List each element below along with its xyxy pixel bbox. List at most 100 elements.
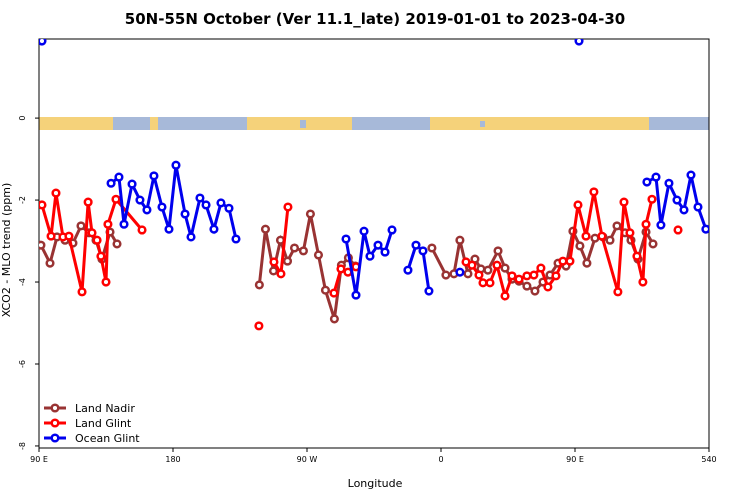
data-point: [625, 228, 635, 238]
data-point: [492, 260, 502, 270]
data-point: [180, 209, 190, 219]
land-sea-strip: [39, 117, 709, 130]
legend-marker: [50, 433, 60, 443]
data-point: [201, 200, 211, 210]
data-point: [39, 240, 46, 250]
data-point: [455, 235, 465, 245]
data-point: [282, 256, 293, 266]
data-point: [142, 205, 152, 215]
data-point: [46, 231, 56, 241]
y-tick-label: -8: [18, 442, 27, 450]
data-point: [298, 246, 308, 256]
data-point: [686, 170, 696, 180]
data-point: [590, 233, 600, 243]
data-point: [424, 286, 434, 296]
data-point: [613, 287, 623, 297]
data-point: [164, 224, 174, 234]
data-point: [365, 251, 375, 261]
data-point: [305, 209, 315, 219]
data-point: [441, 270, 451, 280]
legend-label: Land Nadir: [75, 402, 135, 415]
data-point: [231, 234, 241, 244]
data-point: [112, 239, 122, 249]
legend-label: Land Glint: [75, 417, 132, 430]
data-point: [157, 202, 167, 212]
data-point: [474, 270, 484, 280]
data-point: [642, 177, 652, 187]
data-point: [656, 220, 666, 230]
data-point: [373, 240, 383, 250]
x-tick-label: 90 W: [297, 455, 318, 464]
data-point: [529, 270, 539, 280]
legend-marker: [50, 403, 60, 413]
data-point: [106, 178, 116, 188]
data-point: [137, 225, 147, 235]
data-point: [418, 246, 428, 256]
data-point: [427, 243, 437, 253]
data-point: [478, 278, 488, 288]
data-point: [693, 202, 703, 212]
data-point: [96, 251, 106, 261]
data-point: [673, 225, 683, 235]
data-point: [455, 267, 465, 277]
data-point: [514, 274, 524, 284]
data-point: [619, 197, 629, 207]
data-point: [551, 271, 561, 281]
data-point: [575, 241, 585, 251]
data-point: [83, 197, 93, 207]
data-point: [149, 171, 159, 181]
data-point: [403, 265, 413, 275]
data-point: [647, 194, 657, 204]
data-point: [254, 321, 264, 331]
data-point: [507, 271, 517, 281]
data-point: [276, 269, 286, 279]
x-tick-label: 90 E: [566, 455, 584, 464]
data-point: [224, 203, 234, 213]
data-point: [195, 193, 205, 203]
data-point: [597, 231, 607, 241]
data-point: [135, 195, 145, 205]
x-tick-label: 90 E: [30, 455, 48, 464]
data-point: [329, 288, 339, 298]
data-point: [77, 287, 87, 297]
y-tick-label: 0: [18, 116, 27, 121]
data-point: [565, 256, 575, 266]
data-point: [500, 291, 510, 301]
plot-area: [39, 39, 709, 331]
data-point: [679, 205, 689, 215]
data-point: [648, 239, 658, 249]
data-point: [638, 277, 648, 287]
data-point: [612, 221, 622, 231]
data-point: [672, 195, 682, 205]
data-point: [632, 251, 642, 261]
data-point: [216, 198, 226, 208]
data-point: [536, 263, 546, 273]
x-tick-label: 0: [438, 455, 443, 464]
data-point: [359, 226, 369, 236]
data-point: [260, 224, 271, 234]
data-point: [500, 263, 510, 273]
data-point: [351, 290, 361, 300]
data-point: [641, 219, 651, 229]
data-point: [127, 179, 137, 189]
data-point: [76, 221, 86, 231]
data-point: [45, 258, 55, 268]
data-point: [320, 285, 331, 295]
data-point: [114, 172, 124, 182]
data-point: [51, 188, 61, 198]
x-axis-label: Longitude: [348, 477, 403, 490]
legend-marker: [50, 418, 60, 428]
data-point: [39, 200, 47, 210]
data-point: [581, 231, 591, 241]
data-point: [387, 225, 397, 235]
data-point: [92, 235, 102, 245]
data-point: [313, 250, 324, 260]
data-point: [573, 200, 583, 210]
data-point: [589, 187, 599, 197]
data-point: [463, 269, 473, 279]
y-axis-label: XCO2 - MLO trend (ppm): [0, 183, 13, 318]
data-point: [119, 219, 129, 229]
y-tick-label: -6: [18, 360, 27, 368]
data-point: [39, 39, 47, 46]
